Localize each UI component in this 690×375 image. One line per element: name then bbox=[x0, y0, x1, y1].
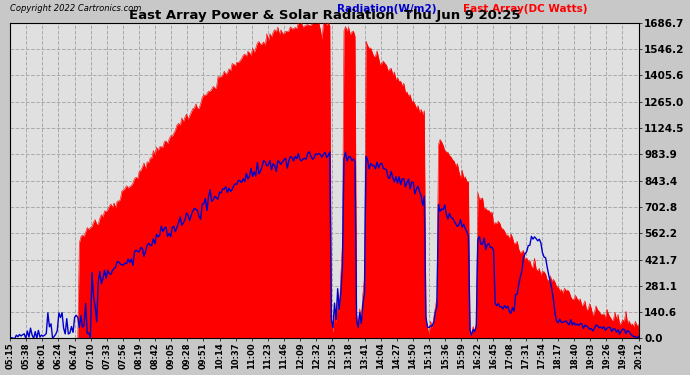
Text: East Array(DC Watts): East Array(DC Watts) bbox=[462, 4, 587, 14]
Title: East Array Power & Solar Radiation  Thu Jun 9 20:25: East Array Power & Solar Radiation Thu J… bbox=[128, 9, 520, 22]
Text: Radiation(W/m2): Radiation(W/m2) bbox=[337, 4, 436, 14]
Text: Copyright 2022 Cartronics.com: Copyright 2022 Cartronics.com bbox=[10, 4, 141, 13]
